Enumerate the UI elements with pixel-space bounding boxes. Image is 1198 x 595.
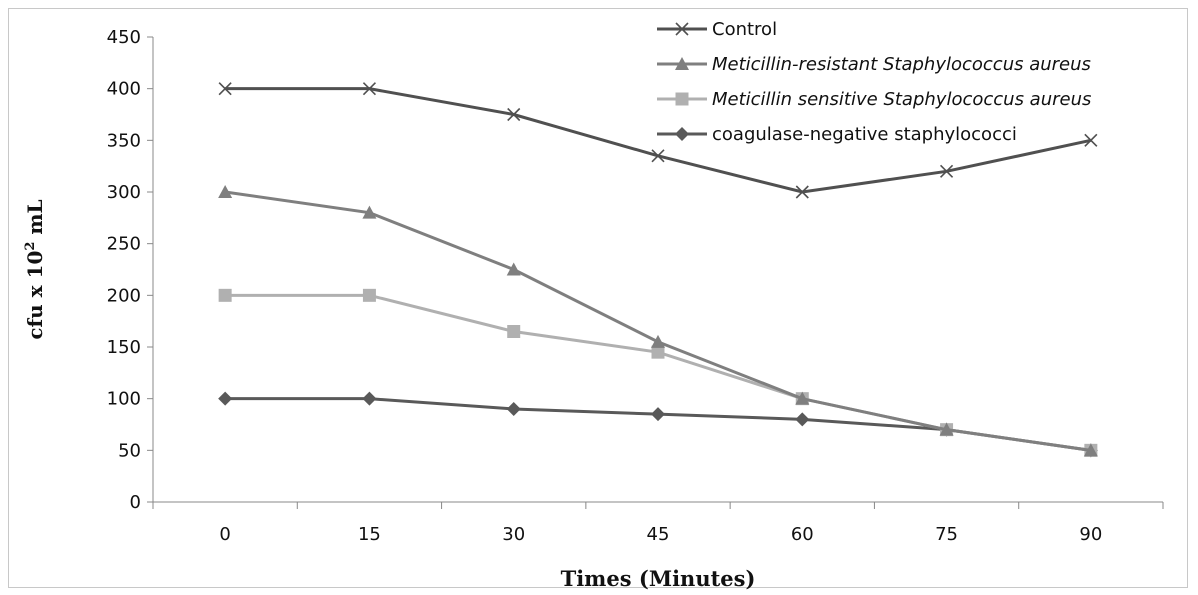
data-point-control: [362, 82, 376, 96]
y-axis-title-base: cfu x 10: [23, 251, 47, 340]
x-axis-title: Times (Minutes): [561, 566, 756, 591]
y-axis-title-exponent: 2: [23, 242, 38, 251]
y-tick-label: 150: [107, 337, 141, 358]
data-point-coagulase-negative-staphylococci: [651, 407, 665, 422]
chart-frame: [8, 8, 1188, 588]
y-tick-label: 0: [130, 492, 141, 513]
data-point-meticillin-resistant-staphylococcus-aureus: [939, 422, 954, 436]
series-line-coagulase-negative-staphylococci: [225, 397, 1092, 452]
x-tick-label: 0: [219, 524, 230, 545]
data-point-meticillin-resistant-staphylococcus-aureus: [218, 185, 233, 198]
data-point-coagulase-negative-staphylococci: [795, 412, 810, 427]
data-point-coagulase-negative-staphylococci: [362, 391, 377, 406]
legend-label-control: Control: [712, 19, 777, 40]
data-point-meticillin-resistant-staphylococcus-aureus: [1083, 443, 1098, 457]
x-tick-label: 30: [502, 524, 525, 545]
data-point-control: [218, 82, 232, 96]
data-point-coagulase-negative-staphylococci: [218, 391, 233, 406]
y-tick-label: 450: [107, 27, 141, 48]
legend-marker-meticillin-sensitive-staphylococcus-aureus: [675, 92, 689, 106]
x-tick-label: 60: [791, 524, 814, 545]
data-point-control: [651, 149, 665, 163]
series-line-meticillin-sensitive-staphylococcus-aureus: [225, 293, 1092, 452]
y-tick-label: 300: [107, 182, 141, 203]
data-point-meticillin-resistant-staphylococcus-aureus: [362, 205, 377, 219]
data-point-meticillin-resistant-staphylococcus-aureus: [795, 391, 810, 405]
legend-label-meticillin-sensitive-staphylococcus-aureus: Meticillin sensitive Staphylococcus aure…: [712, 89, 1091, 110]
x-tick-label: 45: [647, 524, 670, 545]
legend-marker-coagulase-negative-staphylococci: [675, 127, 689, 141]
data-point-meticillin-resistant-staphylococcus-aureus: [651, 334, 665, 348]
y-tick-label: 200: [107, 285, 141, 306]
x-tick-label: 15: [358, 524, 381, 545]
data-point-control: [940, 164, 954, 178]
data-point-meticillin-sensitive-staphylococcus-aureus: [507, 325, 521, 338]
legend-label-meticillin-resistant-staphylococcus-aureus: Meticillin-resistant Staphylococcus aure…: [712, 54, 1091, 75]
data-point-meticillin-resistant-staphylococcus-aureus: [506, 262, 521, 276]
y-axis-title-unit: mL: [23, 199, 47, 241]
legend-marker-meticillin-resistant-staphylococcus-aureus: [675, 57, 689, 70]
y-tick-label: 400: [107, 79, 141, 100]
data-point-meticillin-sensitive-staphylococcus-aureus: [651, 345, 665, 359]
x-tick-label: 90: [1079, 524, 1102, 545]
legend-label-coagulase-negative-staphylococci: coagulase-negative staphylococci: [712, 124, 1017, 145]
data-point-meticillin-sensitive-staphylococcus-aureus: [362, 288, 376, 302]
x-tick-label: 75: [935, 524, 958, 545]
data-point-meticillin-sensitive-staphylococcus-aureus: [218, 288, 232, 302]
y-tick-label: 100: [107, 389, 141, 410]
y-tick-label: 350: [107, 130, 141, 151]
data-point-control: [507, 107, 521, 122]
data-point-coagulase-negative-staphylococci: [506, 402, 521, 416]
data-point-control: [795, 185, 809, 199]
legend-marker-control: [675, 22, 689, 36]
y-tick-label: 250: [107, 234, 141, 255]
y-axis-title: cfu x 102 mL: [23, 199, 47, 339]
y-tick-label: 50: [118, 440, 141, 461]
data-point-control: [1084, 133, 1098, 147]
